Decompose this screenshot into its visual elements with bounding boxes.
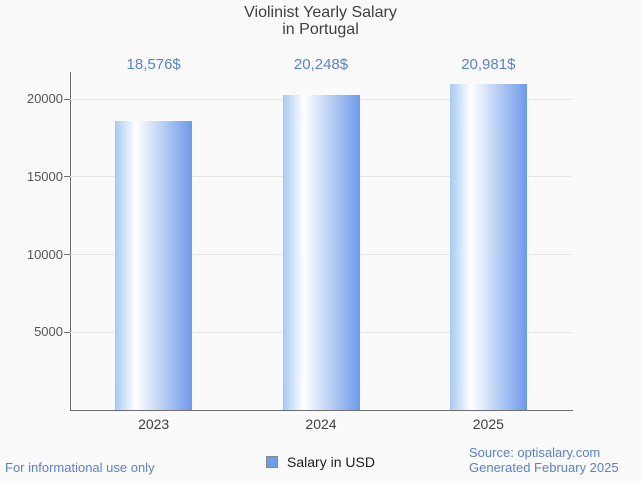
bar-value-label: 18,576$ xyxy=(126,56,181,73)
y-axis-tick xyxy=(64,331,70,333)
x-axis-label: 2025 xyxy=(472,416,504,432)
legend-label: Salary in USD xyxy=(287,454,375,470)
x-axis-label: 2024 xyxy=(305,416,337,432)
y-axis-label: 20000 xyxy=(26,91,63,106)
source-credit: Source: optisalary.com Generated Februar… xyxy=(469,445,619,475)
bar[interactable] xyxy=(449,83,527,410)
disclaimer-text: For informational use only xyxy=(5,460,155,475)
chart-title-line2: in Portugal xyxy=(282,21,359,38)
x-axis-label: 2023 xyxy=(138,416,170,432)
y-axis-tick xyxy=(64,98,70,100)
bar[interactable] xyxy=(282,95,360,410)
y-axis-line xyxy=(70,72,71,411)
x-axis-line xyxy=(70,410,573,411)
y-axis-tick xyxy=(64,254,70,255)
y-axis-label: 15000 xyxy=(26,168,63,184)
generated-text: Generated February 2025 xyxy=(469,460,619,475)
bar-value-label: 20,248$ xyxy=(293,56,349,73)
y-axis-label: 5000 xyxy=(34,324,63,340)
bar-value-label: 20,981$ xyxy=(461,56,516,73)
legend-swatch-icon xyxy=(266,456,279,468)
chart-title: Violinist Yearly Salary in Portugal xyxy=(0,4,641,38)
legend: Salary in USD xyxy=(0,454,641,470)
source-text: Source: optisalary.com xyxy=(469,445,601,460)
y-axis-tick xyxy=(64,176,70,178)
y-axis-label: 10000 xyxy=(26,246,63,262)
bar[interactable] xyxy=(115,121,193,410)
chart-title-line1: Violinist Yearly Salary xyxy=(244,4,397,21)
